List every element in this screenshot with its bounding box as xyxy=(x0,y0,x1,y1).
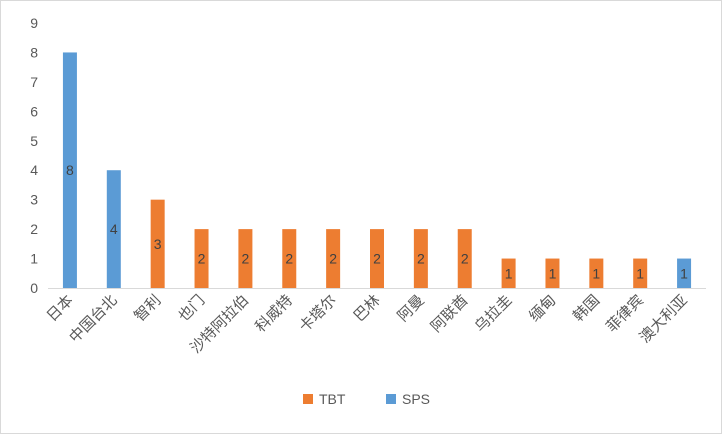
bar-11 xyxy=(501,258,516,288)
bar-5 xyxy=(238,229,253,288)
bar-10 xyxy=(457,229,472,288)
y-tick-label: 1 xyxy=(30,251,38,267)
bar-15 xyxy=(677,258,692,288)
y-tick-label: 2 xyxy=(30,221,38,237)
x-tick-label: 阿联酋 xyxy=(427,291,472,336)
bars-group: 8 4 3 2 2 2 2 2 2 2 1 1 1 1 1 xyxy=(62,52,692,288)
x-tick-label: 中国台北 xyxy=(65,291,120,346)
y-tick-label: 4 xyxy=(30,162,38,178)
data-label: 1 xyxy=(592,265,600,281)
data-label: 8 xyxy=(66,162,74,178)
bar-14 xyxy=(633,258,648,288)
bar-2 xyxy=(106,170,121,288)
data-label: 1 xyxy=(636,265,644,281)
y-tick-label: 5 xyxy=(30,133,38,149)
data-label: 2 xyxy=(242,251,250,267)
data-label: 2 xyxy=(417,251,425,267)
data-label: 2 xyxy=(373,251,381,267)
y-tick-label: 7 xyxy=(30,74,38,90)
data-label: 2 xyxy=(285,251,293,267)
data-label: 3 xyxy=(154,236,162,252)
legend: TBT SPS xyxy=(303,391,430,407)
data-label: 2 xyxy=(329,251,337,267)
legend-swatch-sps xyxy=(386,394,396,404)
y-tick-label: 3 xyxy=(30,192,38,208)
x-tick-label: 卡塔尔 xyxy=(295,291,340,336)
bar-3 xyxy=(150,199,165,288)
legend-label: TBT xyxy=(319,391,346,407)
x-tick-label: 阿曼 xyxy=(394,291,428,325)
y-tick-label: 0 xyxy=(30,280,38,296)
x-tick-label: 乌拉圭 xyxy=(471,291,516,336)
x-tick-label: 韩国 xyxy=(569,291,603,325)
legend-swatch-tbt xyxy=(303,394,313,404)
bar-8 xyxy=(370,229,384,288)
data-label: 1 xyxy=(680,265,688,281)
x-tick-label: 巴林 xyxy=(350,291,384,325)
bar-9 xyxy=(413,229,428,288)
y-tick-label: 6 xyxy=(30,103,38,119)
bar-4 xyxy=(194,229,209,288)
bar-6 xyxy=(282,229,297,288)
data-label: 4 xyxy=(110,221,118,237)
bar-12 xyxy=(545,258,560,288)
y-tick-label: 8 xyxy=(30,44,38,60)
x-tick-label: 也门 xyxy=(174,291,208,325)
x-tick-label: 智利 xyxy=(131,291,165,325)
x-tick-label: 缅甸 xyxy=(525,291,559,325)
legend-label: SPS xyxy=(402,391,430,407)
y-tick-label: 9 xyxy=(30,15,38,31)
bar-7 xyxy=(326,229,341,288)
x-tick-label: 澳大利亚 xyxy=(636,291,691,346)
data-label: 2 xyxy=(198,251,206,267)
y-axis: 0 1 2 3 4 5 6 7 8 9 xyxy=(30,15,38,296)
bar-1 xyxy=(62,52,77,288)
data-label: 1 xyxy=(549,265,557,281)
data-label: 1 xyxy=(505,265,513,281)
x-tick-label: 日本 xyxy=(43,291,77,325)
x-tick-label: 科威特 xyxy=(252,291,297,336)
data-label: 2 xyxy=(461,251,469,267)
bar-13 xyxy=(589,258,604,288)
